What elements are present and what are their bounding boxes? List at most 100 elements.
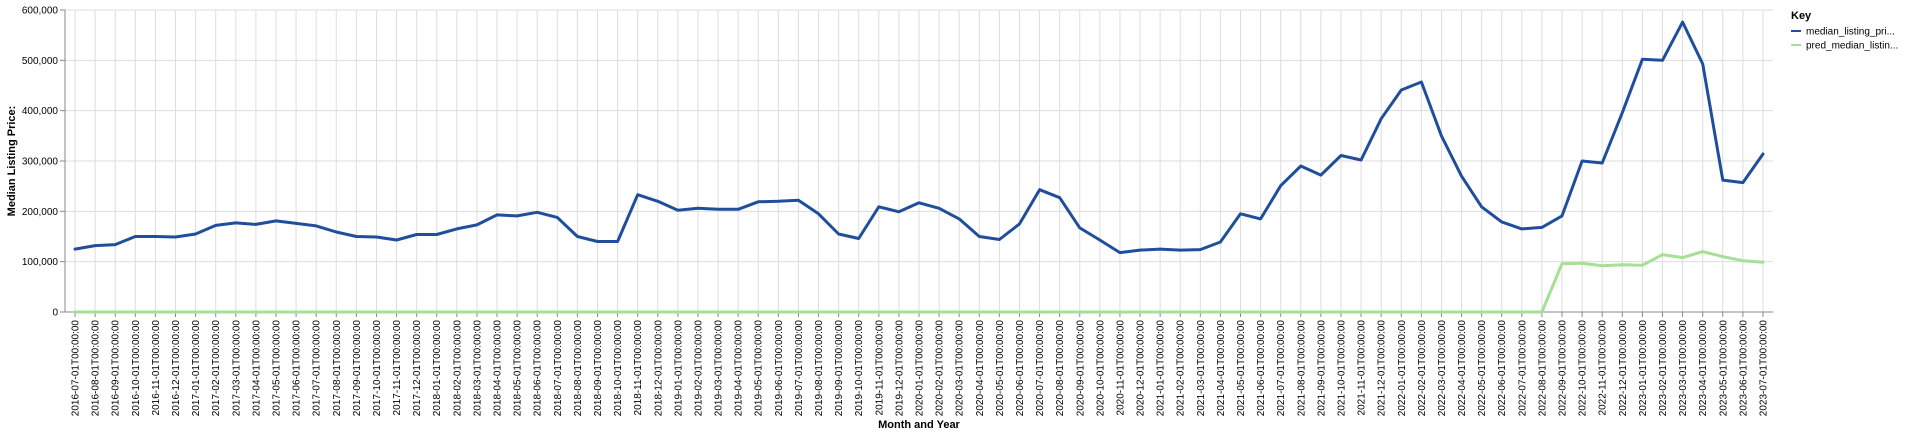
x-tick-label: 2017-06-01T00:00:00	[292, 320, 303, 417]
x-tick-label: 2022-03-01T00:00:00	[1437, 320, 1448, 417]
legend: Key median_listing_pri... pred_median_lis…	[1791, 10, 1898, 52]
y-tick-label: 400,000	[22, 106, 59, 117]
x-tick-label: 2022-11-01T00:00:00	[1598, 320, 1609, 416]
x-tick-label: 2018-12-01T00:00:00	[653, 320, 664, 417]
y-tick-label: 100,000	[22, 257, 59, 268]
x-tick-label: 2021-03-01T00:00:00	[1196, 320, 1207, 417]
x-tick-label: 2020-08-01T00:00:00	[1055, 320, 1066, 417]
x-tick-label: 2018-01-01T00:00:00	[432, 320, 443, 417]
x-tick-label: 2022-04-01T00:00:00	[1457, 320, 1468, 417]
x-tick-label: 2023-03-01T00:00:00	[1678, 320, 1689, 417]
x-tick-label: 2018-03-01T00:00:00	[472, 320, 483, 417]
x-tick-label: 2019-02-01T00:00:00	[693, 320, 704, 417]
x-tick-label: 2020-10-01T00:00:00	[1095, 320, 1106, 417]
x-axis-title: Month and Year	[878, 419, 960, 431]
x-tick-label: 2016-10-01T00:00:00	[131, 320, 142, 417]
x-tick-label: 2021-08-01T00:00:00	[1296, 320, 1307, 417]
legend-title: Key	[1791, 10, 1812, 22]
x-tick-label: 2019-11-01T00:00:00	[874, 320, 885, 416]
x-tick-label: 2018-09-01T00:00:00	[593, 320, 604, 417]
x-tick-label: 2022-08-01T00:00:00	[1537, 320, 1548, 417]
x-tick-label: 2018-08-01T00:00:00	[573, 320, 584, 417]
y-tick-label: 500,000	[22, 56, 59, 67]
x-tick-label: 2021-11-01T00:00:00	[1357, 320, 1368, 416]
x-tick-label: 2023-06-01T00:00:00	[1738, 320, 1749, 417]
legend-label: median_listing_pri...	[1806, 27, 1895, 38]
x-tick-label: 2023-04-01T00:00:00	[1698, 320, 1709, 417]
x-tick-label: 2019-10-01T00:00:00	[854, 320, 865, 417]
x-tick-label: 2022-10-01T00:00:00	[1578, 320, 1589, 417]
x-tick-label: 2021-01-01T00:00:00	[1156, 320, 1167, 417]
x-tick-label: 2020-02-01T00:00:00	[935, 320, 946, 417]
x-tick-label: 2021-09-01T00:00:00	[1316, 320, 1327, 417]
series-lines	[73, 20, 1765, 314]
x-tick-label: 2021-07-01T00:00:00	[1276, 320, 1287, 417]
legend-items: median_listing_pri... pred_median_listin.…	[1791, 27, 1898, 52]
x-tick-label: 2021-05-01T00:00:00	[1236, 320, 1247, 417]
x-tick-label: 2021-10-01T00:00:00	[1336, 320, 1347, 417]
x-tick-label: 2017-09-01T00:00:00	[352, 320, 363, 417]
x-tick-label: 2018-05-01T00:00:00	[513, 320, 524, 417]
x-tick-label: 2020-07-01T00:00:00	[1035, 320, 1046, 417]
x-tick-label: 2017-05-01T00:00:00	[271, 320, 282, 417]
x-tick-label: 2023-05-01T00:00:00	[1718, 320, 1729, 417]
x-tick-label: 2022-06-01T00:00:00	[1497, 320, 1508, 417]
x-tick-label: 2019-07-01T00:00:00	[794, 320, 805, 417]
y-tick-label: 0	[52, 308, 58, 319]
x-tick-label: 2018-02-01T00:00:00	[452, 320, 463, 417]
x-tick-label: 2017-11-01T00:00:00	[392, 320, 403, 416]
x-tick-label: 2022-12-01T00:00:00	[1618, 320, 1629, 417]
x-tick-label: 2016-11-01T00:00:00	[151, 320, 162, 416]
x-tick-label: 2019-03-01T00:00:00	[714, 320, 725, 417]
x-tick-label: 2017-12-01T00:00:00	[412, 320, 423, 417]
x-tick-label: 2020-05-01T00:00:00	[995, 320, 1006, 417]
x-tick-label: 2020-01-01T00:00:00	[915, 320, 926, 417]
x-tick-label: 2023-07-01T00:00:00	[1758, 320, 1769, 417]
x-tick-label: 2016-12-01T00:00:00	[171, 320, 182, 417]
x-tick-label: 2021-04-01T00:00:00	[1216, 320, 1227, 417]
x-tick-label: 2017-03-01T00:00:00	[231, 320, 242, 417]
x-tick-label: 2019-09-01T00:00:00	[834, 320, 845, 417]
x-tick-label: 2021-12-01T00:00:00	[1377, 320, 1388, 417]
x-tick-label: 2016-07-01T00:00:00	[71, 320, 82, 417]
x-tick-label: 2020-03-01T00:00:00	[955, 320, 966, 417]
x-tick-label: 2022-02-01T00:00:00	[1417, 320, 1428, 417]
x-tick-label: 2018-07-01T00:00:00	[553, 320, 564, 417]
x-tick-label: 2019-05-01T00:00:00	[754, 320, 765, 417]
x-tick-label: 2022-01-01T00:00:00	[1397, 320, 1408, 417]
x-tick-label: 2017-02-01T00:00:00	[211, 320, 222, 417]
y-tick-label: 200,000	[22, 207, 59, 218]
x-tick-label: 2018-10-01T00:00:00	[613, 320, 624, 417]
x-tick-label: 2019-08-01T00:00:00	[814, 320, 825, 417]
x-tick-label: 2023-02-01T00:00:00	[1658, 320, 1669, 417]
x-tick-label: 2018-04-01T00:00:00	[493, 320, 504, 417]
x-tick-label: 2017-07-01T00:00:00	[312, 320, 323, 417]
x-tick-label: 2021-06-01T00:00:00	[1256, 320, 1267, 417]
y-tick-label: 300,000	[22, 157, 59, 168]
series-line-2	[73, 250, 1765, 314]
x-tick-label: 2018-11-01T00:00:00	[633, 320, 644, 416]
x-tick-label: 2017-10-01T00:00:00	[372, 320, 383, 417]
x-tick-label: 2022-05-01T00:00:00	[1477, 320, 1488, 417]
gridlines	[65, 9, 1773, 313]
x-tick-label: 2019-01-01T00:00:00	[673, 320, 684, 417]
x-tick-label: 2021-02-01T00:00:00	[1176, 320, 1187, 417]
y-axis-title: Median Listing Price:	[6, 106, 18, 217]
x-tick-label: 2017-01-01T00:00:00	[191, 320, 202, 417]
x-tick-label: 2023-01-01T00:00:00	[1638, 320, 1649, 417]
series-line-1	[73, 20, 1765, 255]
legend-label: pred_median_listin...	[1806, 41, 1898, 52]
x-tick-label: 2018-06-01T00:00:00	[533, 320, 544, 417]
x-tick-label: 2017-04-01T00:00:00	[251, 320, 262, 417]
x-axis-ticks: 2016-07-01T00:00:00 2016-08-01T00:00:00 20…	[71, 312, 1769, 417]
x-tick-label: 2020-12-01T00:00:00	[1136, 320, 1147, 417]
x-tick-label: 2019-06-01T00:00:00	[774, 320, 785, 417]
x-tick-label: 2017-08-01T00:00:00	[332, 320, 343, 417]
x-tick-label: 2020-11-01T00:00:00	[1115, 320, 1126, 416]
x-tick-label: 2016-09-01T00:00:00	[111, 320, 122, 417]
x-tick-label: 2022-09-01T00:00:00	[1558, 320, 1569, 417]
x-tick-label: 2019-12-01T00:00:00	[894, 320, 905, 417]
x-tick-label: 2016-08-01T00:00:00	[91, 320, 102, 417]
y-tick-label: 600,000	[22, 6, 59, 17]
